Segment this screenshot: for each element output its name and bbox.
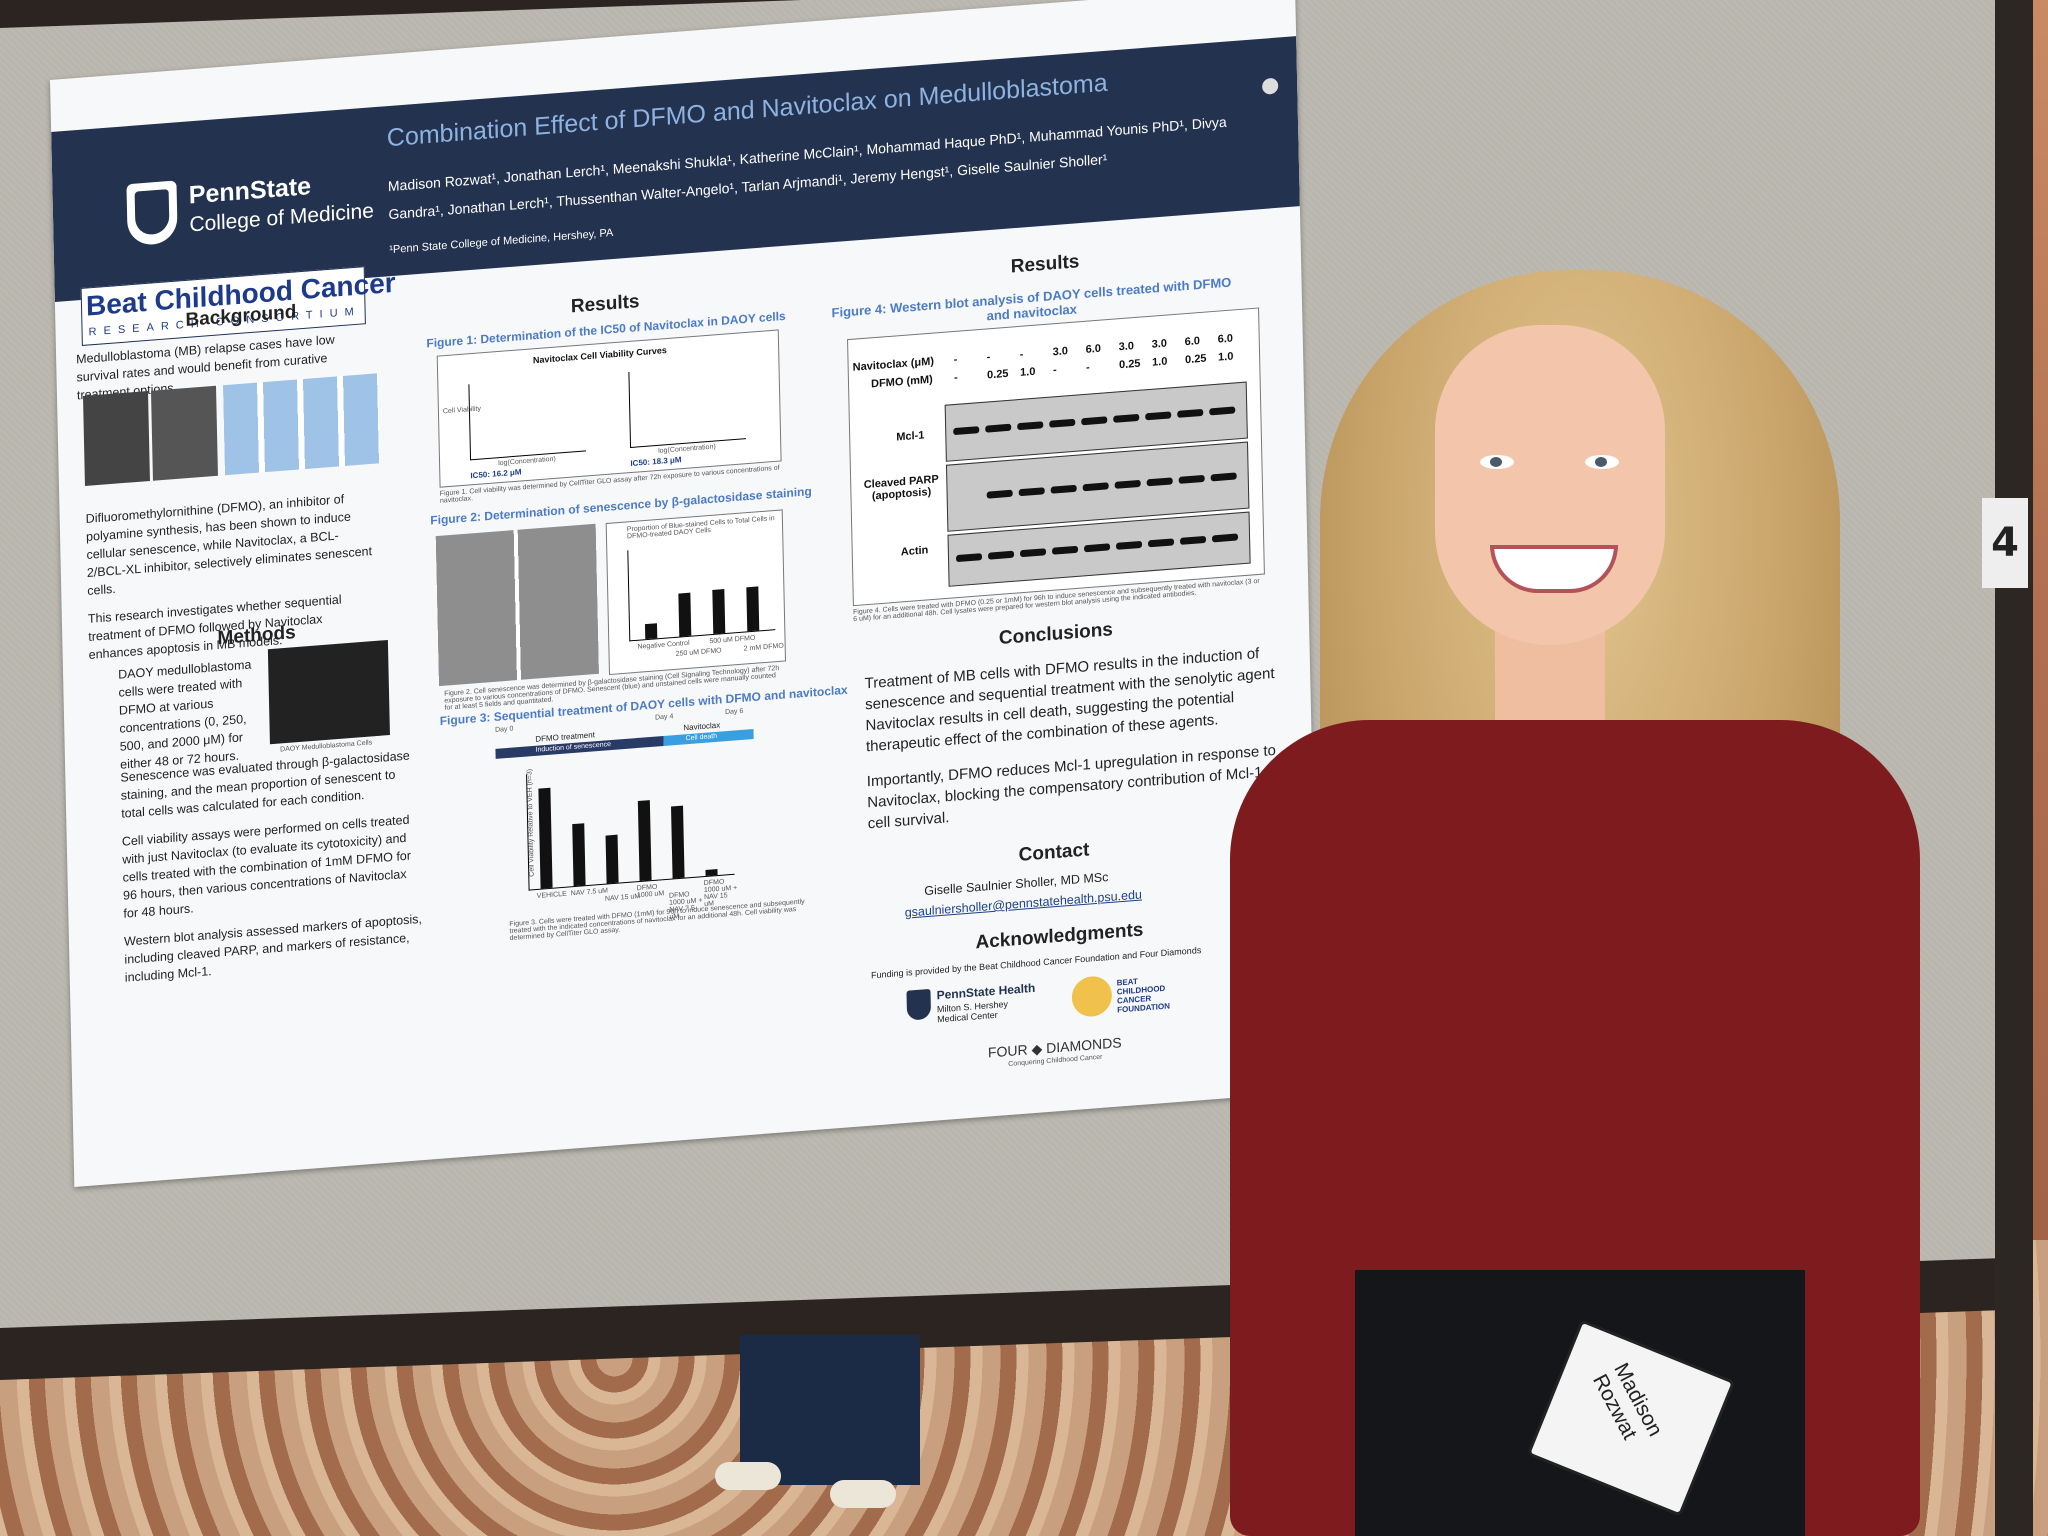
blot-row-mcl1: Mcl-1 — [896, 429, 925, 444]
navitoclax-value: - — [1019, 348, 1024, 361]
ic50-label-b: IC50: 18.3 μM — [630, 455, 682, 469]
contact-heading: Contact — [1018, 839, 1090, 866]
mascot-icon — [1071, 974, 1113, 1018]
bar-500um-dfmo — [712, 589, 726, 634]
bar-nav-7-5 — [572, 823, 586, 887]
figure-1-chart: Navitoclax Cell Viability Curves log(Con… — [436, 329, 782, 488]
bcc-foundation-logo: BEAT CHILDHOOD CANCER FOUNDATION — [1071, 969, 1192, 1028]
bar-negative-control — [644, 623, 658, 640]
methods-paragraph: DAOY medulloblastoma cells were treated … — [118, 657, 252, 772]
figure-2-category: Negative Control — [637, 639, 690, 651]
navitoclax-value: - — [986, 351, 991, 364]
timeline-day6: Day 6 — [724, 707, 744, 717]
bar-dfmo-nav-7-5 — [671, 805, 685, 879]
navitoclax-value: 6.0 — [1184, 335, 1201, 349]
figure-3-category: DFMO 1000 uM — [636, 883, 665, 900]
shield-icon — [906, 988, 932, 1021]
dfmo-value: - — [1052, 364, 1057, 377]
board-stand-pole — [1995, 0, 2033, 1536]
dfmo-value: 0.25 — [1118, 357, 1141, 372]
results-heading-right: Results — [1010, 251, 1080, 278]
methods-paragraph: Cell viability assays were performed on … — [121, 812, 412, 921]
background-person-legs — [740, 1335, 920, 1485]
results-heading: Results — [570, 291, 640, 318]
board-number-tag: 4 — [1982, 498, 2028, 588]
mri-scan-image — [150, 385, 218, 481]
timeline-navitoclax: Navitoclax — [683, 720, 721, 733]
curve-plot-a — [468, 375, 587, 461]
bar-vehicle — [538, 787, 553, 889]
dfmo-value: 1.0 — [1019, 365, 1036, 379]
bar-2mm-dfmo — [746, 586, 760, 632]
bar-250um-dfmo — [678, 592, 692, 637]
bar-nav-15 — [605, 834, 619, 884]
dfmo-value: - — [1085, 361, 1090, 374]
figure-2-category: 500 uM DFMO — [709, 634, 756, 646]
timeline-day0: Day 0 — [494, 725, 514, 734]
methods-text-2: Senescence was evaluated through β-galac… — [120, 746, 425, 997]
bar-dfmo-nav-15 — [705, 869, 718, 876]
bcc-foundation-name: BEAT CHILDHOOD CANCER FOUNDATION — [1116, 976, 1171, 1015]
bar-dfmo-1000 — [637, 800, 652, 882]
dfmo-value: 0.25 — [1184, 352, 1207, 367]
figure-3-category: VEHICLE — [536, 890, 567, 900]
conclusions-heading: Conclusions — [998, 619, 1114, 650]
background-person-shoe — [715, 1462, 781, 1490]
ic50-label-a: IC50: 16.2 μM — [470, 467, 522, 481]
pennstate-health-logo: PennState Health Milton S. Hershey Medic… — [906, 979, 1057, 1036]
methods-paragraph: Western blot analysis assessed markers o… — [123, 911, 423, 985]
figure-3-category: NAV 15 uM — [604, 893, 641, 903]
mri-scan-image — [82, 390, 150, 486]
research-poster: PennState College of Medicine Beat Child… — [50, 0, 1320, 1187]
figure-3-category: NAV 7.5 uM — [570, 887, 609, 898]
dfmo-row-label: DFMO (mM) — [870, 373, 933, 391]
presenter-smile — [1490, 545, 1618, 593]
blot-row-parp: Cleaved PARP (apoptosis) — [863, 473, 939, 503]
subgroup-table-image — [222, 373, 380, 476]
presenter — [1225, 270, 1945, 1536]
presenter-eye — [1480, 455, 1514, 469]
conclusion-paragraph: Treatment of MB cells with DFMO results … — [864, 645, 1275, 756]
figure-4-western-blot: Navitoclax (μM) DFMO (mM) - - - 3.0 6.0 3.0 3.… — [847, 307, 1265, 607]
name-badge-text: Madison Rozwat — [1587, 1359, 1667, 1452]
acknowledgments-heading: Acknowledgments — [975, 919, 1144, 954]
presenter-face — [1435, 325, 1665, 645]
timeline-day4: Day 4 — [654, 713, 674, 722]
figure-2-category: 250 uM DFMO — [675, 647, 722, 658]
nittany-lion-shield-icon — [126, 180, 178, 247]
navitoclax-value: 3.0 — [1118, 340, 1135, 354]
dfmo-value: - — [953, 371, 958, 385]
daoy-cells-image — [267, 639, 390, 745]
dfmo-value: 1.0 — [1151, 355, 1168, 369]
background-paragraph: Difluoromethylornithine (DFMO), an inhib… — [85, 492, 373, 598]
figure-3-chart: Cell Viability Relative to VEH (n=3) VEH… — [506, 753, 739, 921]
curve-plot-b — [628, 363, 747, 449]
figure-3-axes — [526, 758, 735, 891]
presenter-eye — [1585, 455, 1619, 469]
navitoclax-value: 3.0 — [1052, 345, 1069, 359]
figure-2-chart-title: Proportion of Blue-stained Cells to Tota… — [626, 515, 775, 541]
blot-row-actin: Actin — [900, 544, 929, 559]
staining-images — [435, 523, 599, 687]
figure-2-chart: Proportion of Blue-stained Cells to Tota… — [605, 509, 787, 676]
navitoclax-row-label: Navitoclax (μM) — [852, 355, 935, 374]
figure-1-chart-title: Navitoclax Cell Viability Curves — [532, 345, 667, 366]
psh-sub: Milton S. Hershey Medical Center — [936, 998, 1009, 1025]
navitoclax-value: 6.0 — [1085, 342, 1102, 356]
navitoclax-value: 3.0 — [1151, 337, 1168, 351]
dfmo-value: 0.25 — [986, 367, 1009, 382]
figure-2-category: 2 mM DFMO — [743, 642, 784, 653]
background-person-shoe — [830, 1480, 896, 1508]
navitoclax-value: - — [953, 353, 958, 367]
